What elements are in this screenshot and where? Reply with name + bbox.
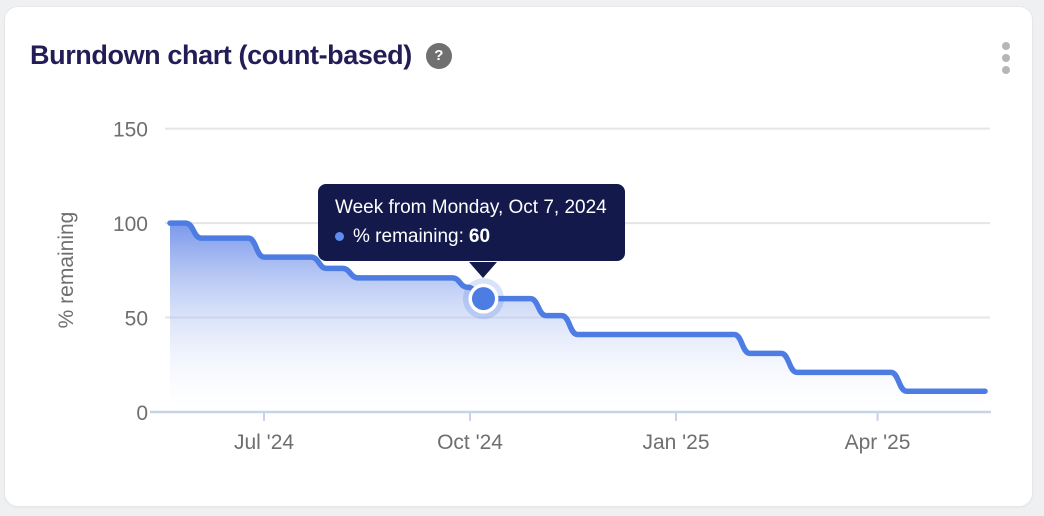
burndown-chart: Jul '24 Oct '24 Jan '25 Apr '25 0 50 100 150 % r… — [55, 119, 991, 454]
chart-tooltip: Week from Monday, Oct 7, 2024 % remainin… — [318, 184, 625, 261]
help-icon-glyph: ? — [434, 47, 444, 65]
y-tick-label: 50 — [125, 308, 148, 331]
burndown-line[interactable] — [167, 220, 988, 394]
page-title: Burndown chart (count-based) — [30, 40, 412, 70]
kebab-dot — [1002, 66, 1010, 74]
series-bullet-icon — [335, 232, 344, 242]
kebab-dot — [1002, 54, 1010, 62]
y-tick-label: 100 — [113, 213, 148, 236]
tooltip-value: 60 — [468, 225, 491, 247]
x-tick-label: Jan '25 — [642, 431, 709, 454]
help-icon[interactable]: ? — [425, 42, 452, 69]
y-tick-label: 150 — [113, 119, 148, 142]
highlight-point[interactable] — [471, 287, 495, 311]
x-tick-label: Apr '25 — [845, 431, 911, 454]
card-header: Burndown chart (count-based) ? — [30, 40, 452, 71]
y-tick-label: 0 — [136, 402, 148, 425]
tooltip-series-row: % remaining: 60 — [335, 226, 607, 248]
tooltip-caret-icon — [469, 262, 497, 278]
tooltip-series-label: % remaining: — [353, 225, 464, 247]
more-options-button[interactable] — [997, 39, 1015, 77]
y-axis-title: % remaining — [55, 212, 78, 329]
kebab-dot — [1002, 42, 1010, 50]
burndown-area — [170, 223, 985, 412]
x-tick-label: Oct '24 — [437, 431, 503, 454]
tooltip-title: Week from Monday, Oct 7, 2024 — [335, 197, 607, 218]
x-tick-label: Jul '24 — [234, 431, 294, 454]
